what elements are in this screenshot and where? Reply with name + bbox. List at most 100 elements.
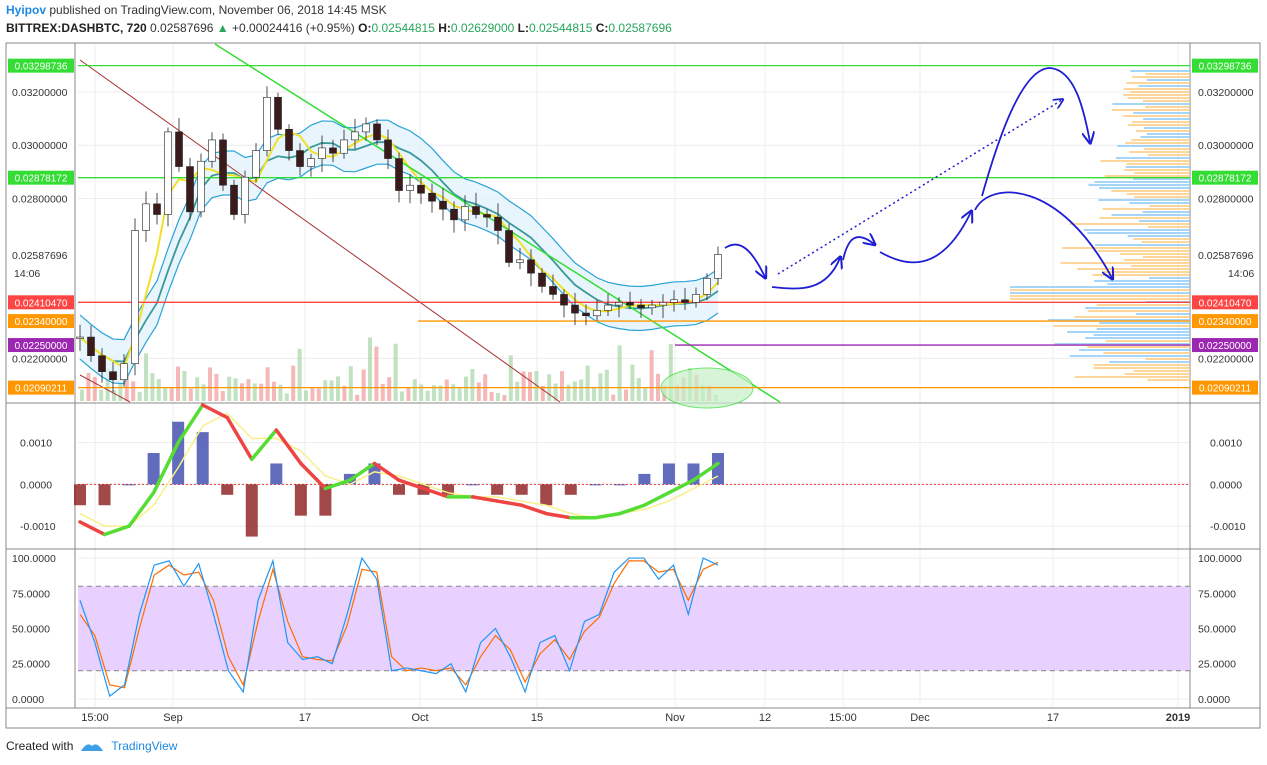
macd-line-segment bbox=[176, 403, 205, 445]
profile-bar bbox=[1129, 202, 1190, 204]
stoch-y-label-right: 75.0000 bbox=[1198, 588, 1236, 600]
volume-bar bbox=[438, 385, 443, 401]
stoch-y-label-right: 100.0000 bbox=[1198, 553, 1242, 565]
macd-y-label-left: 0.0010 bbox=[20, 438, 52, 450]
level-tag-left bbox=[8, 295, 74, 310]
volume-bar bbox=[451, 384, 456, 401]
profile-bar bbox=[1078, 349, 1190, 351]
volume-bar bbox=[176, 366, 180, 401]
profile-bar bbox=[1096, 304, 1190, 306]
profile-bar bbox=[1094, 181, 1190, 183]
volume-bar bbox=[227, 376, 232, 401]
level-tag-right bbox=[1192, 170, 1258, 185]
profile-bar bbox=[1102, 271, 1190, 273]
stoch-y-label-right: 25.0000 bbox=[1198, 659, 1236, 671]
current-price-label-right: 0.02587696 bbox=[1198, 250, 1254, 262]
profile-bar bbox=[1131, 265, 1190, 267]
macd-histogram-bar bbox=[270, 463, 283, 485]
volume-bar bbox=[412, 379, 417, 401]
arrow-path bbox=[981, 67, 1090, 197]
profile-bar bbox=[1087, 232, 1190, 234]
profile-bar bbox=[1092, 274, 1190, 276]
profile-bar bbox=[1133, 238, 1190, 240]
profile-bar bbox=[1126, 82, 1190, 84]
profile-bar bbox=[1134, 196, 1190, 198]
profile-bar bbox=[1147, 154, 1190, 156]
candle-body bbox=[527, 259, 535, 274]
volume-bar bbox=[496, 392, 500, 401]
volume-bar bbox=[553, 383, 558, 401]
volume-bar bbox=[131, 381, 136, 401]
volume-bar bbox=[380, 383, 385, 401]
candle-body bbox=[659, 302, 667, 306]
macd-histogram-bar bbox=[294, 484, 307, 516]
volume-bar bbox=[265, 367, 270, 401]
profile-bar bbox=[1143, 127, 1190, 129]
level-tag-left bbox=[8, 58, 74, 73]
candle-body bbox=[626, 302, 634, 306]
profile-bar bbox=[1125, 142, 1190, 144]
candle-body bbox=[417, 184, 425, 194]
y-tick-label-left: 0.03200000 bbox=[12, 87, 68, 99]
candle-body bbox=[648, 304, 656, 309]
author-name[interactable]: Hyipov bbox=[6, 3, 47, 17]
volume-bar bbox=[515, 381, 520, 401]
macd-line-segment bbox=[470, 495, 499, 503]
candle-body bbox=[219, 139, 227, 186]
volume-bar bbox=[137, 391, 142, 401]
macd-line-segment bbox=[250, 428, 279, 462]
tradingview-link[interactable]: TradingView bbox=[111, 739, 178, 753]
profile-bar bbox=[1069, 223, 1190, 225]
macd-histogram-bar bbox=[98, 484, 111, 506]
candle-body bbox=[560, 294, 568, 306]
profile-bar bbox=[1115, 157, 1190, 159]
profile-bar bbox=[1010, 286, 1190, 288]
candle-body bbox=[494, 216, 502, 231]
volume-bar bbox=[444, 379, 449, 401]
candle-body bbox=[87, 336, 95, 357]
stoch-y-label-right: 0.0000 bbox=[1198, 694, 1230, 706]
volume-bar bbox=[560, 371, 564, 401]
profile-bar bbox=[1093, 334, 1190, 336]
volume-bar bbox=[233, 378, 238, 401]
x-tick-label: Nov bbox=[665, 712, 685, 724]
profile-bar bbox=[1094, 280, 1190, 282]
close-label: C: bbox=[595, 21, 609, 35]
candle-body bbox=[186, 166, 194, 213]
volume-bar bbox=[406, 387, 411, 401]
profile-bar bbox=[1126, 193, 1190, 195]
profile-bar bbox=[1062, 247, 1190, 249]
x-tick-label: 15:00 bbox=[829, 712, 857, 724]
volume-bar bbox=[400, 391, 404, 401]
macd-line-segment bbox=[397, 478, 426, 491]
volume-bar bbox=[393, 343, 398, 401]
macd-histogram-bar bbox=[540, 484, 553, 506]
macd-line-segment bbox=[299, 461, 328, 491]
profile-bar bbox=[1111, 190, 1190, 192]
profile-bar bbox=[1093, 367, 1190, 369]
profile-bar bbox=[1074, 316, 1190, 318]
level-tag-left-text: 0.02090211 bbox=[15, 384, 68, 395]
profile-bar bbox=[1140, 136, 1190, 138]
volume-bar bbox=[246, 379, 251, 401]
volume-bar bbox=[585, 365, 590, 401]
candle-body bbox=[296, 150, 304, 167]
level-tag-left-text: 0.03298736 bbox=[15, 62, 68, 73]
profile-bar bbox=[1088, 184, 1190, 186]
volume-bar bbox=[572, 381, 577, 401]
stoch-y-label-left: 75.0000 bbox=[12, 588, 50, 600]
macd-pane bbox=[74, 403, 1190, 537]
volume-bar bbox=[476, 382, 481, 401]
profile-bar bbox=[1146, 133, 1190, 135]
macd-line-segment bbox=[421, 486, 450, 499]
profile-bar bbox=[1133, 178, 1190, 180]
candle-body bbox=[439, 200, 447, 210]
volume-bar bbox=[604, 369, 609, 401]
level-tag-right bbox=[1192, 58, 1258, 73]
macd-histogram-bar bbox=[515, 484, 528, 495]
stoch-d-line bbox=[79, 560, 719, 689]
macd-y-label-right: 0.0000 bbox=[1210, 479, 1242, 491]
candle-body bbox=[384, 139, 392, 159]
y-tick-label-left: 0.03000000 bbox=[12, 140, 68, 152]
